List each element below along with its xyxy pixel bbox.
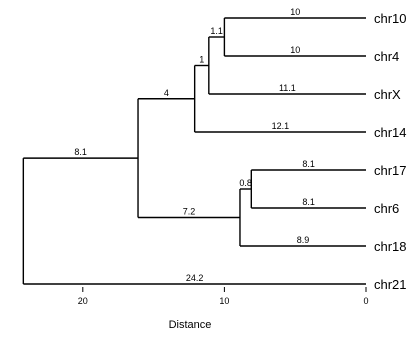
branch-label-n2: 1 — [199, 55, 204, 65]
branch-label-chr4: 10 — [290, 45, 300, 55]
x-tick-label-0: 0 — [363, 296, 368, 306]
leaf-label-chr6: chr6 — [374, 201, 399, 216]
branch-label-chr21: 24.2 — [186, 273, 204, 283]
branch-label-n4: 0.8 — [239, 178, 252, 188]
branch-label-n3: 4 — [164, 88, 169, 98]
branch-label-n5: 7.2 — [183, 207, 196, 217]
branch-label-chr14: 12.1 — [272, 121, 290, 131]
branch-label-chr17: 8.1 — [302, 159, 315, 169]
leaf-label-chr17: chr17 — [374, 163, 407, 178]
distance-axis: 20 10 0 — [78, 287, 369, 306]
leaf-label-chr21: chr21 — [374, 277, 407, 292]
dendrogram-branches — [22, 17, 366, 285]
branch-length-labels: 10 10 1.1 11.1 1 12.1 8.1 8.1 0.8 8.9 4 7.2 8.1 24.2 — [74, 7, 314, 283]
branch-label-n1: 1.1 — [210, 26, 223, 36]
x-axis-title: Distance — [169, 319, 212, 331]
branch-label-n6: 8.1 — [74, 147, 87, 157]
branch-label-chr18: 8.9 — [297, 235, 310, 245]
leaf-label-chrX: chrX — [374, 87, 401, 102]
x-tick-label-20: 20 — [78, 296, 88, 306]
x-tick-label-10: 10 — [219, 296, 229, 306]
leaf-label-chr18: chr18 — [374, 239, 407, 254]
branch-label-chr10: 10 — [290, 7, 300, 17]
leaf-label-chr10: chr10 — [374, 11, 407, 26]
leaf-label-chr14: chr14 — [374, 125, 407, 140]
leaf-labels: chr10 chr4 chrX chr14 chr17 chr6 chr18 chr21 — [374, 11, 407, 292]
branch-label-chrX: 11.1 — [279, 83, 296, 93]
leaf-label-chr4: chr4 — [374, 49, 399, 64]
branch-label-chr6: 8.1 — [302, 197, 315, 207]
